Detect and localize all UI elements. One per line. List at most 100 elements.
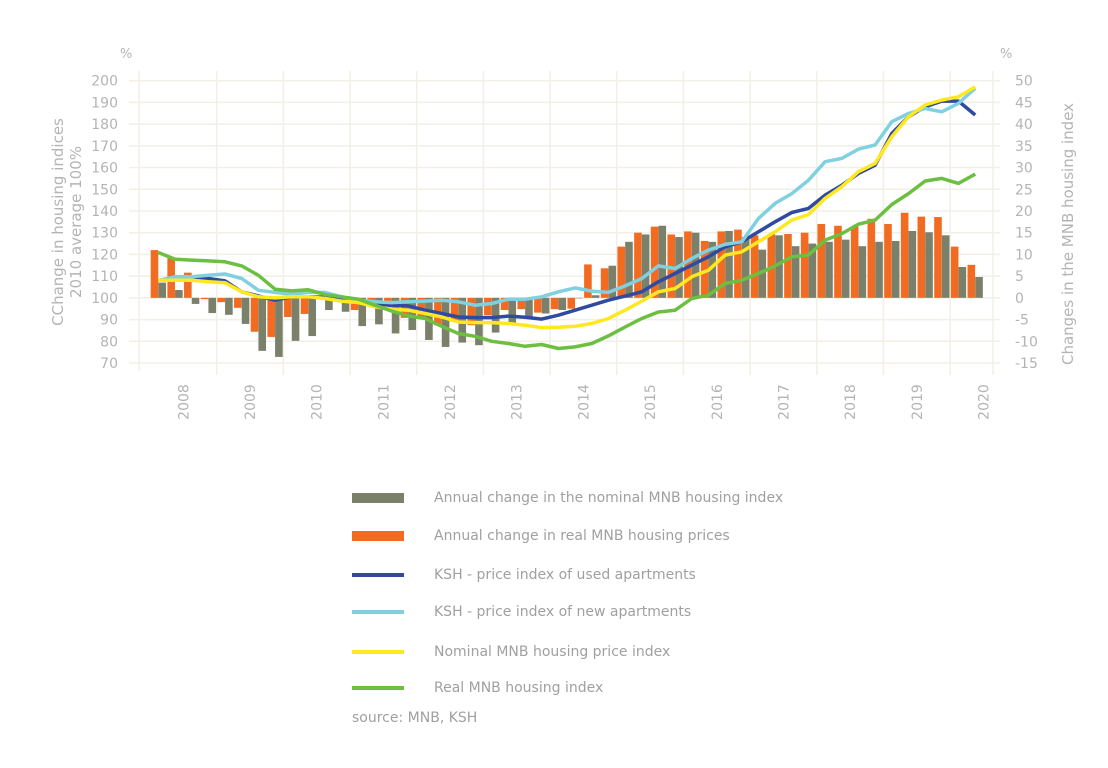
bar-real-change (267, 297, 275, 337)
left-unit-label: % (120, 47, 132, 62)
axes: % % CChange in housing indices 2010 aver… (49, 47, 1077, 420)
bar-real-change (967, 264, 976, 298)
bar-nominal-change (608, 265, 617, 298)
bar-real-change (450, 297, 459, 322)
x-tick-label: 2015 (643, 384, 659, 420)
bar-real-change (750, 235, 759, 298)
right-tick-label: 30 (1015, 161, 1033, 177)
bar-nominal-change (908, 230, 917, 298)
bar-nominal-change (758, 249, 767, 298)
bar-real-change (484, 297, 492, 316)
legend-swatch (352, 610, 404, 614)
x-tick-label: 2009 (243, 384, 259, 420)
bar-nominal-change (391, 297, 400, 334)
left-tick-label: 160 (91, 161, 118, 177)
bar-nominal-change (291, 297, 300, 341)
left-tick-label: 180 (91, 117, 118, 133)
right-tick-label: 5 (1015, 269, 1024, 285)
x-tick-label: 2011 (376, 384, 392, 420)
line-series-3 (157, 172, 977, 351)
bar-nominal-change (841, 239, 850, 298)
legend-swatch (352, 573, 404, 577)
bar-nominal-change (858, 246, 867, 298)
legend-item: Annual change in the nominal MNB housing… (352, 488, 783, 508)
bar-nominal-change (275, 297, 283, 357)
bar-real-change (817, 224, 826, 298)
bars (150, 212, 983, 357)
bar-nominal-change (225, 297, 233, 315)
legend-label: Nominal MNB housing price index (434, 644, 671, 660)
bar-real-change (634, 232, 642, 298)
right-unit-label: % (1000, 47, 1012, 62)
bar-nominal-change (708, 241, 717, 298)
right-tick-label: 20 (1015, 204, 1033, 220)
bar-nominal-change (558, 297, 567, 311)
bar-real-change (567, 297, 576, 309)
bar-nominal-change (441, 297, 450, 347)
bar-real-change (834, 225, 842, 298)
x-tick-label: 2008 (176, 384, 192, 420)
bar-nominal-change (408, 297, 417, 330)
x-tick-label: 2016 (710, 384, 726, 420)
bar-nominal-change (158, 282, 166, 298)
bar-real-change (650, 226, 659, 298)
bar-nominal-change (308, 297, 317, 337)
left-tick-label: 130 (91, 226, 118, 242)
chart-svg: % % CChange in housing indices 2010 aver… (49, 47, 1077, 420)
bar-nominal-change (208, 297, 217, 314)
bar-real-change (584, 264, 592, 298)
bar-nominal-change (658, 225, 667, 298)
right-tick-label: 50 (1015, 74, 1033, 90)
legend-label: Real MNB housing index (434, 680, 604, 696)
bar-nominal-change (341, 297, 350, 312)
bar-nominal-change (808, 243, 817, 298)
bar-nominal-change (491, 297, 500, 333)
bar-nominal-change (591, 295, 600, 298)
bar-real-change (150, 250, 159, 298)
left-axis-title-line1: CChange in housing indices (49, 118, 67, 326)
x-tick-label: 2010 (310, 384, 326, 420)
legend-label: Annual change in real MNB housing prices (434, 528, 730, 544)
bar-real-change (550, 297, 559, 310)
bar-nominal-change (625, 241, 633, 298)
right-tick-label: 10 (1015, 247, 1033, 263)
bar-nominal-change (691, 232, 700, 298)
left-tick-label: 110 (91, 269, 118, 285)
left-tick-label: 190 (91, 95, 118, 111)
x-tick-label: 2017 (776, 384, 792, 420)
right-tick-label: 35 (1015, 139, 1033, 155)
x-tick-label: 2020 (977, 384, 993, 420)
legend-label: KSH - price index of new apartments (434, 604, 692, 620)
left-tick-label: 170 (91, 139, 118, 155)
x-tick-label: 2014 (576, 384, 592, 420)
bar-real-change (467, 297, 476, 326)
bar-nominal-change (325, 297, 333, 311)
x-tick-label: 2013 (510, 384, 526, 420)
bar-nominal-change (725, 230, 733, 298)
x-tick-label: 2018 (843, 384, 859, 420)
bar-nominal-change (175, 290, 183, 298)
bar-nominal-change (191, 297, 200, 304)
bar-nominal-change (741, 237, 750, 298)
legend-item: Annual change in real MNB housing prices (352, 526, 730, 546)
bar-real-change (517, 297, 526, 310)
legend-swatch (352, 531, 404, 541)
bar-real-change (500, 297, 509, 311)
bar-real-change (850, 226, 859, 298)
right-tick-label: -10 (1015, 334, 1038, 350)
right-tick-label: 40 (1015, 117, 1033, 133)
bar-real-change (934, 217, 942, 298)
bar-nominal-change (241, 297, 250, 324)
legend-swatch (352, 650, 404, 654)
bar-real-change (234, 297, 242, 308)
left-tick-label: 120 (91, 247, 118, 263)
right-axis-title: Changes in the MNB housing index (1059, 103, 1077, 365)
right-tick-label: 45 (1015, 95, 1033, 111)
bar-nominal-change (375, 297, 383, 325)
bar-nominal-change (525, 297, 533, 318)
bar-real-change (284, 297, 292, 317)
lines (157, 85, 977, 351)
bar-nominal-change (925, 232, 933, 298)
bar-nominal-change (641, 234, 650, 298)
bar-nominal-change (541, 297, 550, 314)
